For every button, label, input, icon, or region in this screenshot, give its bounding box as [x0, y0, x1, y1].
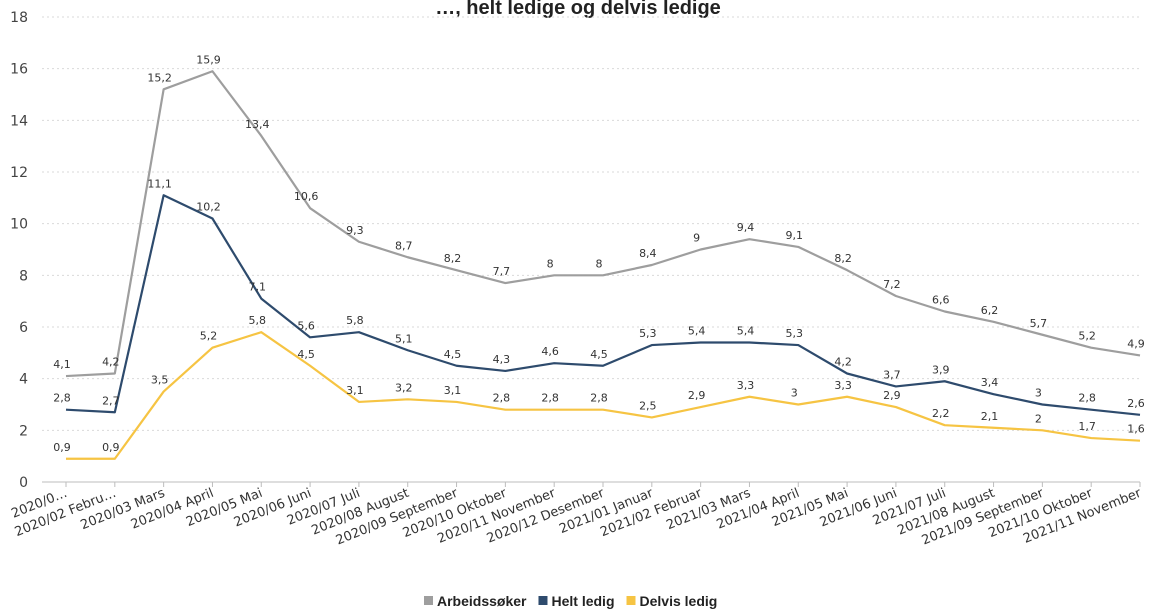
data-label: 3,1 — [346, 384, 364, 397]
data-label: 2,8 — [590, 392, 608, 405]
data-label: 4,3 — [493, 353, 511, 366]
data-label: 5,8 — [249, 314, 267, 327]
data-label: 13,4 — [245, 118, 270, 131]
data-label: 5,4 — [688, 325, 706, 338]
data-label: 7,1 — [249, 281, 267, 294]
data-label: 3,7 — [883, 368, 901, 381]
data-label: 8 — [547, 257, 554, 270]
data-label: 8 — [596, 257, 603, 270]
data-label: 3,3 — [834, 379, 852, 392]
data-label: 6,2 — [981, 304, 999, 317]
data-label: 9 — [693, 232, 700, 245]
x-axis-ticks: 2020/0…2020/02 Febru…2020/03 Mars2020/04… — [9, 482, 1144, 548]
data-label: 2,9 — [883, 389, 901, 402]
data-label: 3,5 — [151, 374, 169, 387]
legend-swatch — [626, 596, 636, 605]
y-axis-ticks: 0 2 4 6 8 10 12 14 16 18 — [10, 10, 28, 491]
y-tick-label: 2 — [19, 423, 28, 439]
legend-label: Arbeidssøker — [437, 593, 527, 609]
data-label: 4,9 — [1127, 337, 1145, 350]
data-label: 8,2 — [834, 252, 852, 265]
data-label: 4,5 — [297, 348, 315, 361]
data-labels: 4,1 4,2 15,2 15,9 13,4 10,6 9,3 8,7 8,2 7,7 8 8 8,4 9… — [53, 53, 1145, 454]
data-label: 0,9 — [102, 441, 120, 454]
data-label: 2,8 — [1078, 392, 1096, 405]
y-tick-label: 4 — [19, 372, 28, 388]
data-label: 7,2 — [883, 278, 901, 291]
data-label: 3,9 — [932, 363, 950, 376]
data-label: 4,2 — [834, 356, 852, 369]
y-tick-label: 6 — [19, 320, 28, 336]
data-label: 6,6 — [932, 294, 950, 307]
y-tick-label: 0 — [19, 475, 28, 491]
data-label: 15,2 — [147, 71, 172, 84]
data-label: 4,5 — [590, 348, 608, 361]
data-label: 11,1 — [147, 177, 172, 190]
data-label: 7,7 — [493, 265, 511, 278]
y-tick-label: 16 — [10, 62, 28, 78]
data-label: 2,5 — [639, 399, 657, 412]
y-tick-label: 14 — [10, 113, 28, 129]
data-label: 5,2 — [200, 330, 218, 343]
data-label: 3,3 — [737, 379, 755, 392]
data-label: 4,2 — [102, 356, 120, 369]
data-label: 9,4 — [737, 221, 755, 234]
data-label: 3 — [1035, 387, 1042, 400]
data-label: 5,1 — [395, 332, 413, 345]
data-label: 9,3 — [346, 224, 364, 237]
data-label: 5,3 — [639, 327, 657, 340]
data-label: 5,2 — [1078, 330, 1096, 343]
data-label: 4,1 — [53, 358, 71, 371]
legend-label: Delvis ledig — [640, 593, 718, 609]
y-tick-label: 8 — [19, 268, 28, 284]
legend-label: Helt ledig — [551, 593, 614, 609]
data-label: 3,2 — [395, 381, 413, 394]
data-label: 3,1 — [444, 384, 462, 397]
data-label: 1,6 — [1127, 423, 1145, 436]
y-tick-label: 12 — [10, 165, 28, 181]
data-label: 2,6 — [1127, 397, 1145, 410]
data-label: 4,6 — [541, 345, 559, 358]
data-label: 3,4 — [981, 376, 999, 389]
gridlines — [42, 16, 1140, 483]
legend: Arbeidssøker Helt ledig Delvis ledig — [424, 593, 717, 609]
data-label: 2,1 — [981, 410, 999, 423]
series-line-2 — [66, 331, 1141, 460]
series-line-1 — [65, 194, 1141, 416]
data-label: 2,7 — [102, 394, 120, 407]
data-label: 5,4 — [737, 325, 755, 338]
data-label: 5,8 — [346, 314, 364, 327]
series-line-0 — [65, 70, 1141, 378]
data-label: 8,2 — [444, 252, 462, 265]
data-label: 2,8 — [541, 392, 559, 405]
legend-swatch — [424, 596, 433, 605]
data-label: 0,9 — [53, 441, 71, 454]
data-label: 9,1 — [786, 229, 804, 242]
data-label: 2,8 — [493, 392, 511, 405]
data-label: 8,4 — [639, 247, 657, 260]
data-label: 2,9 — [688, 389, 706, 402]
data-label: 1,7 — [1078, 420, 1096, 433]
data-label: 5,3 — [786, 327, 804, 340]
data-label: 4,5 — [444, 348, 462, 361]
data-label: 8,7 — [395, 239, 413, 252]
data-label: 5,7 — [1030, 317, 1048, 330]
data-label: 2 — [1035, 412, 1042, 425]
data-label: 2,2 — [932, 407, 950, 420]
legend-swatch — [538, 596, 548, 605]
data-label: 3 — [791, 387, 798, 400]
series-lines — [65, 70, 1141, 460]
data-label: 10,6 — [294, 190, 319, 203]
data-label: 15,9 — [196, 53, 221, 66]
y-tick-label: 18 — [10, 10, 28, 26]
data-label: 10,2 — [196, 201, 221, 214]
data-label: 2,8 — [53, 392, 71, 405]
y-tick-label: 10 — [10, 217, 28, 233]
data-label: 5,6 — [297, 319, 315, 332]
chart-title: …, helt ledige og delvis ledige — [435, 0, 721, 19]
